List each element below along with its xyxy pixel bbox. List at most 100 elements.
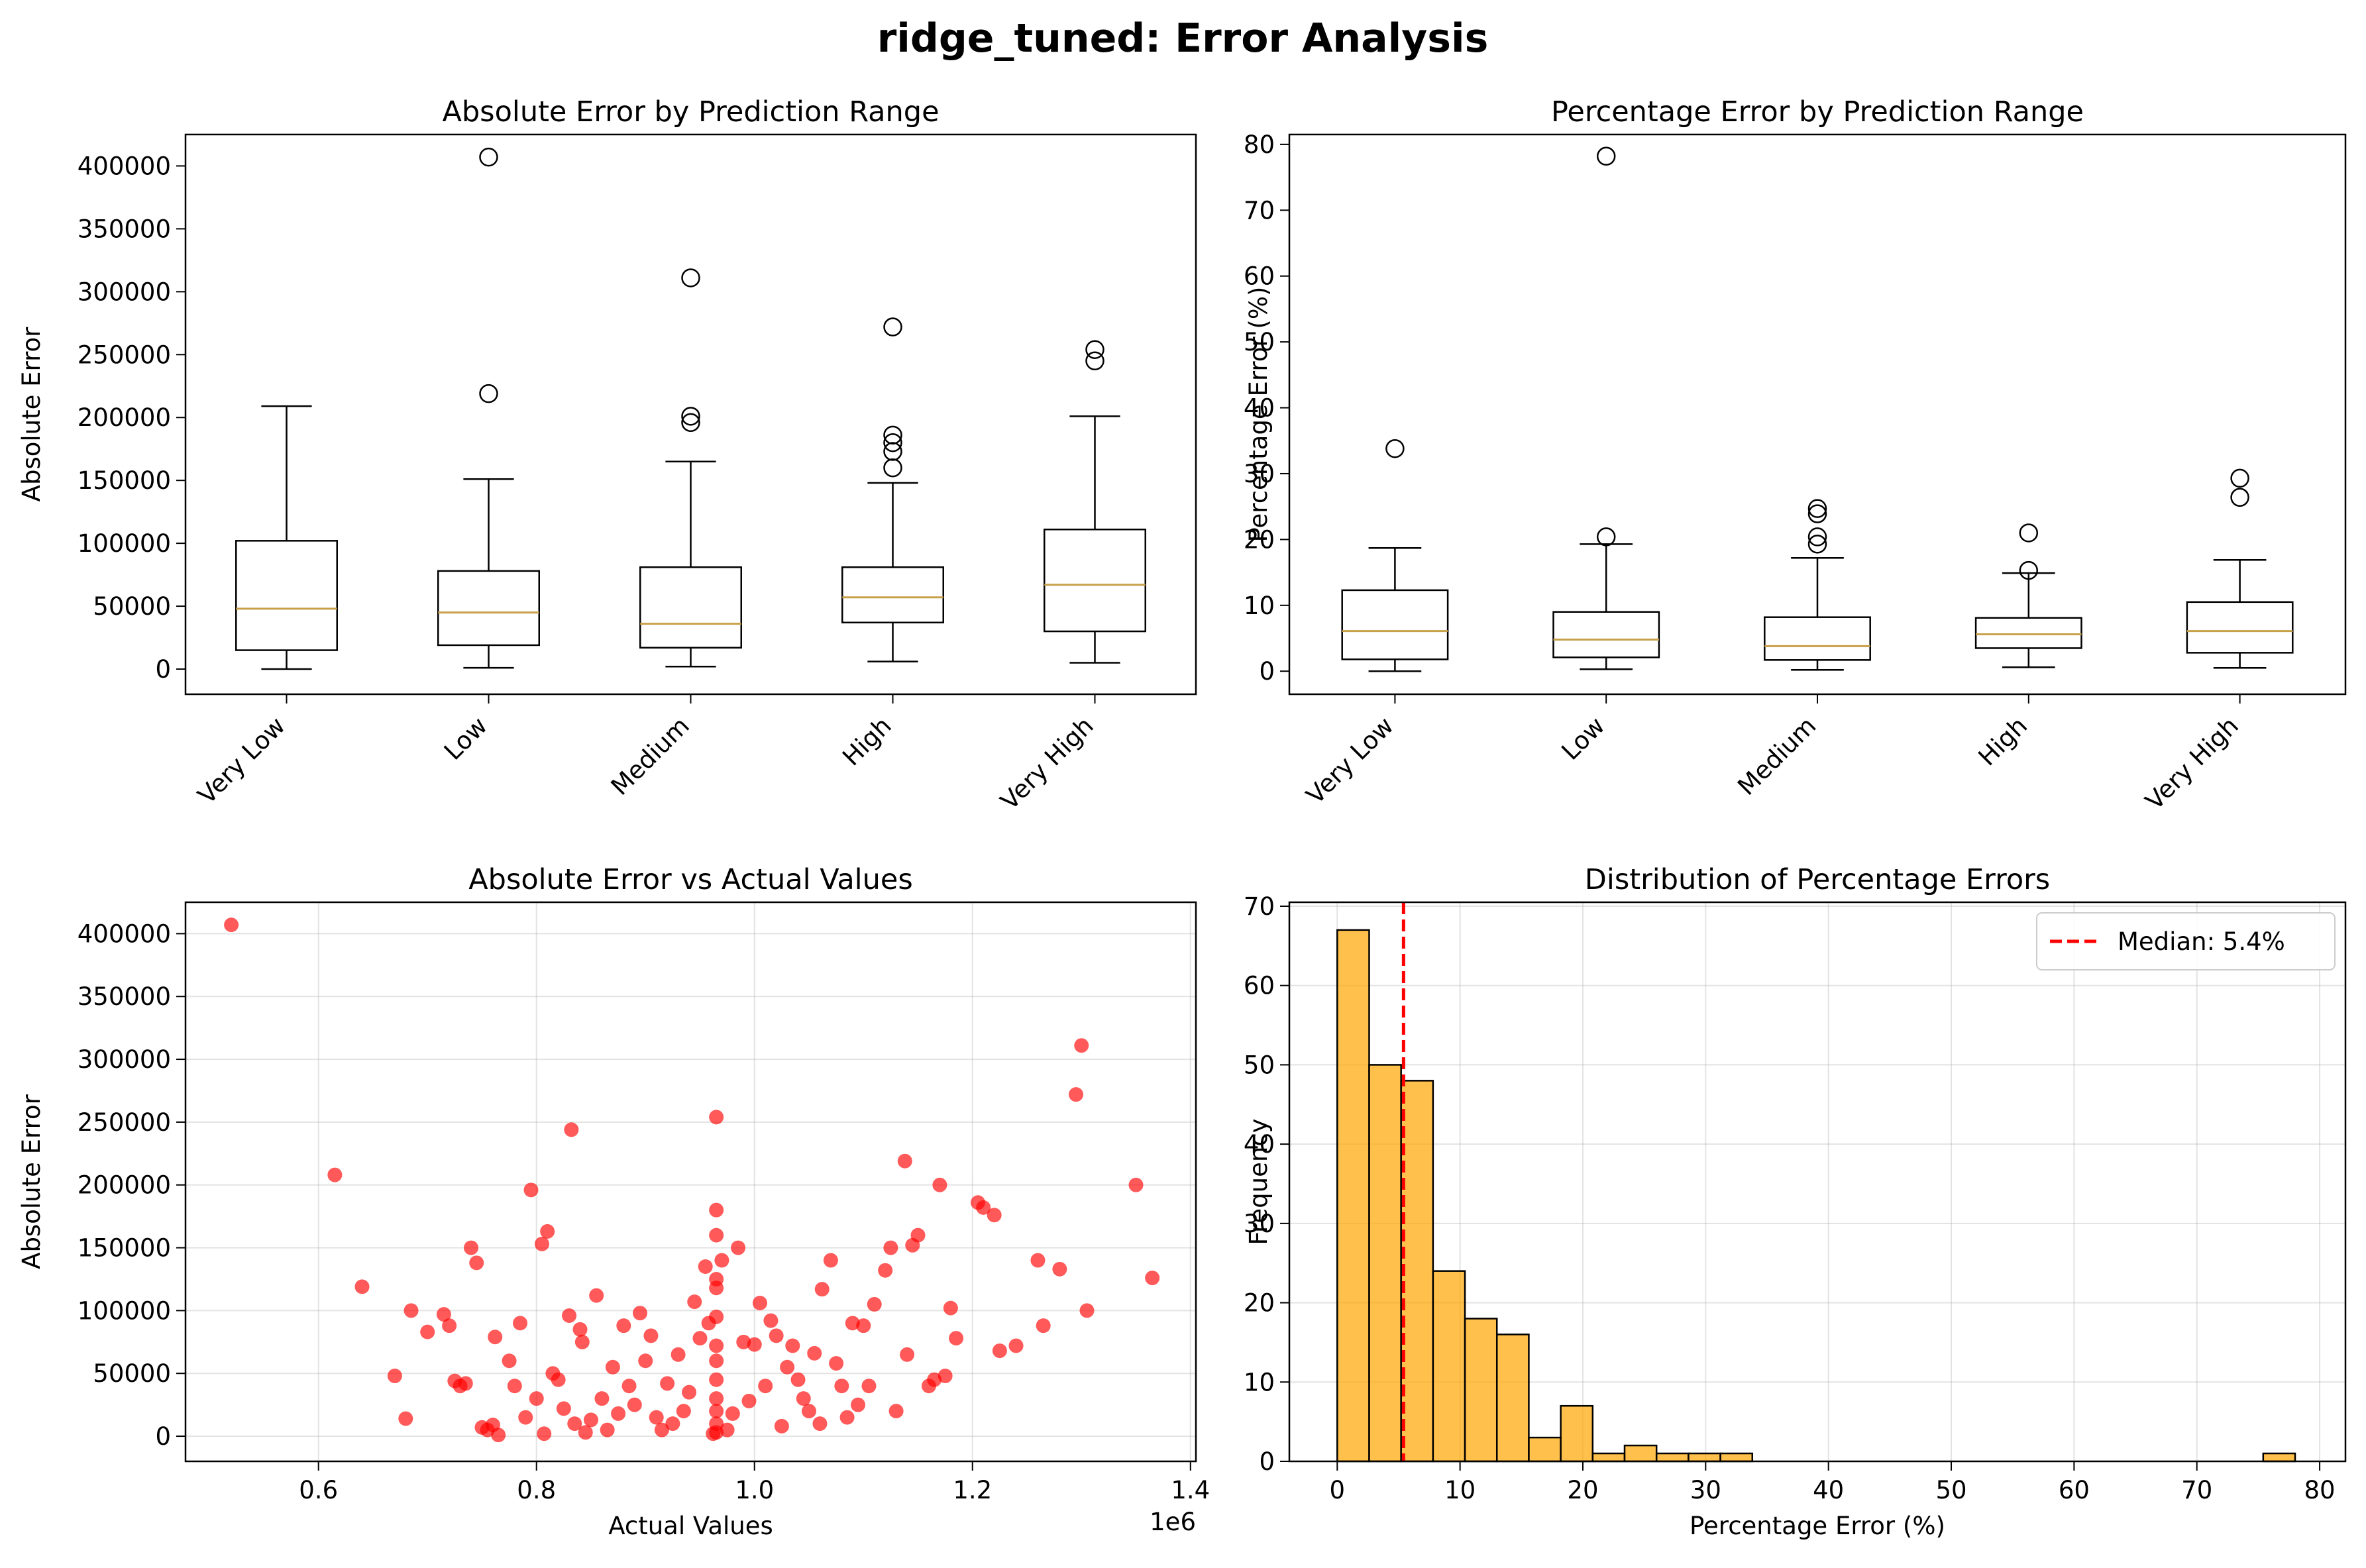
scatter-point [665,1416,680,1432]
histogram-bar [2262,1452,2296,1463]
y-axis-label: Absolute Error [17,1094,46,1269]
outlier-point [1085,351,1104,371]
scatter-point [529,1391,544,1406]
scatter-points [224,917,1160,1443]
scatter-point [491,1428,506,1443]
y-tick-label: 350000 [78,982,171,1011]
scatter-point [709,1281,724,1296]
outlier-point [883,433,902,452]
scatter-point [574,1334,590,1349]
histogram-bars [1336,929,2296,1463]
histogram-bar [1368,1064,1402,1463]
scatter-point [671,1347,686,1362]
y-tick-label: 0 [1259,657,1275,686]
scatter-point [867,1296,882,1312]
x-scale-label: 1e6 [1150,1508,1196,1536]
scatter-point [709,1391,724,1406]
scatter-point [714,1253,729,1268]
scatter-point [910,1228,926,1243]
axes-frame [1288,133,2347,696]
x-tick-label: Very High [2140,711,2244,815]
box-medium [1764,499,1871,671]
scatter-point [763,1313,779,1328]
x-axis-label: Percentage Error (%) [1690,1512,1945,1540]
scatter-point [621,1379,637,1394]
x-tick-label: Very Low [1301,711,1399,810]
scatter-point [785,1338,800,1353]
scatter-point [747,1337,762,1352]
box-iqr [639,566,742,649]
histogram-bar [1432,1270,1466,1463]
scatter-point [633,1306,648,1321]
x-axis-label: Actual Values [608,1512,773,1540]
scatter-point [436,1307,451,1322]
scatter-point [709,1353,724,1369]
scatter-point [987,1208,1002,1223]
panel-pct-error-box: Percentage Error by Prediction Range 0 10 2… [1244,95,2347,815]
y-axis-label: Percentage Error (%) [1244,287,1273,543]
scatter-point [1128,1177,1144,1192]
scatter-point [540,1224,555,1239]
panel-title: Absolute Error vs Actual Values [468,863,912,896]
y-tick-label: 70 [1244,196,1275,225]
scatter-point [537,1426,552,1441]
y-tick-label: 150000 [78,466,171,495]
y-tick-label: 100000 [78,529,171,558]
scatter-point [594,1391,610,1406]
x-tick-label: 1.4 [1171,1476,1210,1504]
x-tick-label: 0 [1330,1476,1346,1504]
scatter-point [938,1369,953,1384]
outlier-point [883,425,902,445]
x-tick-label: 1.0 [735,1476,774,1504]
scatter-point [823,1253,838,1268]
scatter-point [420,1324,435,1339]
scatter-point [796,1391,811,1406]
panel-title: Absolute Error by Prediction Range [442,95,939,129]
legend-label: Median: 5.4% [2118,927,2285,956]
scatter-point [687,1294,702,1310]
scatter-point [469,1255,484,1271]
histogram-bar [1336,929,1370,1463]
y-tick-label: 50 [1244,328,1275,356]
outlier-point [1807,499,1827,518]
scatter-point [856,1318,871,1333]
y-tick-label: 40 [1244,1130,1275,1159]
scatter-point [698,1259,713,1275]
scatter-point [513,1316,528,1331]
scatter-point [488,1330,503,1345]
scatter-point [992,1343,1007,1359]
scatter-point [709,1372,724,1387]
scatter-point [758,1379,773,1394]
box-iqr [841,566,944,624]
scatter-point [572,1322,588,1337]
y-tick-label: 10 [1244,592,1275,620]
scatter-point [829,1356,844,1371]
y-tick-label: 150000 [78,1234,171,1263]
y-tick-label: 400000 [78,152,171,180]
scatter-point [660,1376,675,1391]
x-tick-label: 60 [2059,1476,2090,1504]
scatter-point [398,1411,413,1426]
histogram-bar [1591,1452,1626,1463]
scatter-point [616,1318,631,1333]
scatter-point [943,1300,958,1316]
outlier-point [479,147,498,167]
x-tick-label: 30 [1690,1476,1721,1504]
scatter-point [801,1404,816,1419]
box-medium [639,268,742,668]
y-tick-label: 70 [1244,892,1275,921]
x-tick-label: 40 [1813,1476,1844,1504]
outlier-point [681,413,700,433]
scatter-point [600,1422,615,1437]
scatter-point [649,1410,664,1425]
scatter-point [736,1334,751,1349]
legend-frame [2036,912,2336,970]
scatter-point [949,1331,964,1346]
scatter-point [562,1308,577,1323]
box-high [1974,523,2082,668]
y-tick-label: 20 [1244,525,1275,554]
box-iqr [1341,589,1449,660]
scatter-point [578,1425,593,1440]
scatter-point [769,1328,784,1343]
outlier-point [681,407,700,426]
